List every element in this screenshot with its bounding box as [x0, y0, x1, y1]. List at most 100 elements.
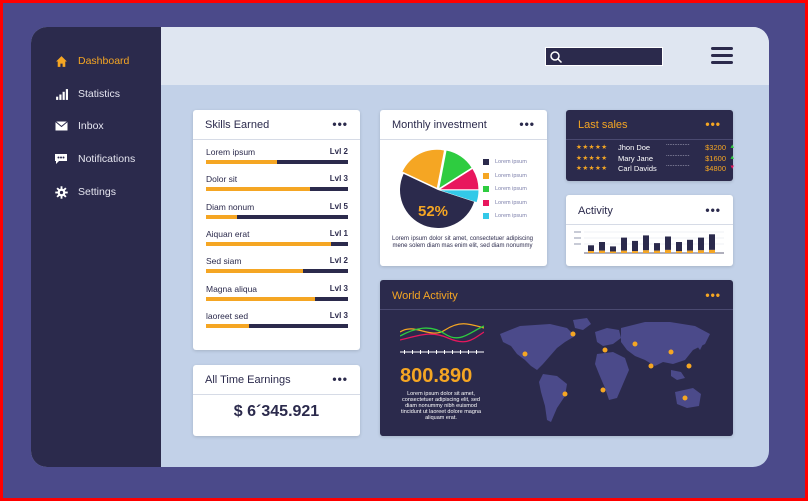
sale-row: ★★★★★ Jhon Doe.................... $3200 ▴ [576, 141, 734, 153]
earnings-value: $ 6´345.921 [233, 403, 320, 420]
activity-bar [654, 243, 660, 251]
more-options-icon[interactable]: ••• [705, 117, 721, 131]
trend-arrow-icon: ▴ [730, 143, 734, 150]
card-title: World Activity [392, 290, 458, 302]
activity-bar-segment [632, 251, 638, 253]
dot-leader: .................... [666, 151, 690, 158]
sidebar-item-label: Inbox [78, 120, 104, 132]
pie-chart: 52% [400, 149, 479, 229]
skill-progress-bar [206, 187, 348, 192]
skill-progress-fill [206, 269, 303, 274]
skill-progress-bar [206, 296, 348, 301]
world-map [500, 318, 710, 422]
top-bar [161, 27, 769, 85]
skill-progress-fill [206, 296, 316, 301]
rating-stars: ★★★★★ [576, 154, 608, 162]
pie-slice [400, 173, 475, 229]
sale-row: ★★★★★ Carl Davids.................... $480… [576, 162, 734, 174]
dot-leader: .................... [666, 162, 690, 168]
legend-label: Lorem ipsum [495, 172, 527, 179]
activity-bar-segment [665, 249, 671, 253]
activity-bar [621, 237, 627, 251]
legend-item: Lorem ipsum [483, 184, 527, 194]
activity-bar-segment [621, 250, 627, 253]
customer-name: Jhon Doe [618, 143, 651, 152]
sidebar-item-notifications[interactable]: Notifications [53, 148, 135, 170]
legend-swatch [483, 186, 489, 192]
skill-progress-fill [206, 187, 310, 192]
trend-lines-chart [400, 323, 484, 354]
activity-bar [610, 246, 616, 252]
sidebar-item-label: Notifications [78, 153, 136, 165]
skill-progress-fill [206, 214, 238, 219]
divider [566, 139, 733, 140]
divider [380, 309, 733, 310]
activity-bar [687, 239, 693, 251]
skill-row: Magna aliqua Lvl 3 [206, 284, 348, 304]
legend-swatch [483, 199, 489, 206]
activity-bar [588, 245, 594, 252]
skill-name: laoreet sed [206, 310, 249, 321]
sidebar-item-dashboard[interactable]: Dashboard [53, 50, 129, 72]
axis-tick [574, 243, 581, 245]
legend-item: Lorem ipsum [483, 171, 527, 181]
card-title: Last sales [578, 119, 628, 131]
gear-icon [53, 184, 69, 200]
sale-amount: $4800 [705, 164, 726, 173]
world-activity-description: Lorem ipsum dolor sit amet, consectetuer… [400, 391, 482, 421]
activity-bar [643, 235, 649, 251]
skill-level: Lvl 2 [329, 147, 348, 156]
world-activity-card: World Activity ••• 800.890 Lorem ipsum d… [380, 280, 733, 436]
search-icon [550, 51, 563, 64]
more-options-icon[interactable]: ••• [332, 117, 348, 131]
legend-item: Lorem ipsum [483, 157, 527, 167]
investment-description: Lorem ipsum dolor sit amet, consectetuer… [392, 236, 533, 249]
activity-bar [698, 237, 704, 251]
activity-bar-segment [588, 251, 594, 253]
mail-icon [53, 118, 69, 134]
sidebar-item-label: Dashboard [78, 55, 130, 67]
sidebar-item-inbox[interactable]: Inbox [53, 115, 104, 137]
pie-slice [402, 149, 444, 188]
legend-item: Lorem ipsum [483, 211, 527, 221]
customer-name: Carl Davids [618, 164, 657, 173]
activity-bar [676, 242, 682, 252]
search-input[interactable] [545, 47, 663, 66]
activity-bar [632, 240, 638, 252]
menu-icon[interactable] [711, 47, 733, 65]
skill-level: Lvl 5 [329, 201, 348, 211]
bar-chart-icon [53, 86, 69, 102]
sidebar-item-settings[interactable]: Settings [53, 181, 116, 203]
card-title: Monthly investment [392, 119, 487, 131]
skill-progress-fill [206, 160, 277, 164]
more-options-icon[interactable]: ••• [519, 117, 535, 131]
sidebar-item-statistics[interactable]: Statistics [53, 83, 120, 105]
pie-slice [440, 168, 479, 190]
legend-label: Lorem ipsum [495, 213, 527, 219]
dashboard-window: Dashboard Statistics Inbox Notifications… [31, 27, 769, 467]
sale-amount: $1600 [705, 153, 726, 163]
skill-progress-fill [206, 323, 249, 328]
more-options-icon[interactable]: ••• [705, 288, 721, 302]
axis-tick [574, 231, 581, 233]
skill-level: Lvl 3 [329, 283, 348, 293]
more-options-icon[interactable]: ••• [332, 372, 348, 386]
skill-row: Sed siam Lvl 2 [206, 256, 348, 276]
customer-name: Mary Jane [618, 153, 654, 163]
pie-slice [440, 190, 479, 203]
skills-card: Skills Earned ••• Lorem ipsum Lvl 2 Dolor … [193, 110, 360, 350]
divider [193, 394, 360, 395]
more-options-icon[interactable]: ••• [705, 203, 721, 217]
activity-bar-segment [654, 250, 660, 253]
activity-bar-segment [676, 251, 682, 253]
skill-row: Lorem ipsum Lvl 2 [206, 147, 348, 167]
sale-row: ★★★★★ Mary Jane.................... $1600 ▴ [576, 151, 734, 164]
skill-level: Lvl 2 [329, 256, 348, 266]
skill-progress-bar [206, 323, 348, 328]
legend-label: Lorem ipsum [495, 159, 527, 165]
pie-center-label: 52% [418, 203, 448, 220]
legend-label: Lorem ipsum [495, 199, 527, 206]
skill-name: Magna aliqua [206, 283, 258, 294]
skill-progress-fill [206, 241, 331, 246]
skill-name: Lorem ipsum [206, 147, 256, 157]
